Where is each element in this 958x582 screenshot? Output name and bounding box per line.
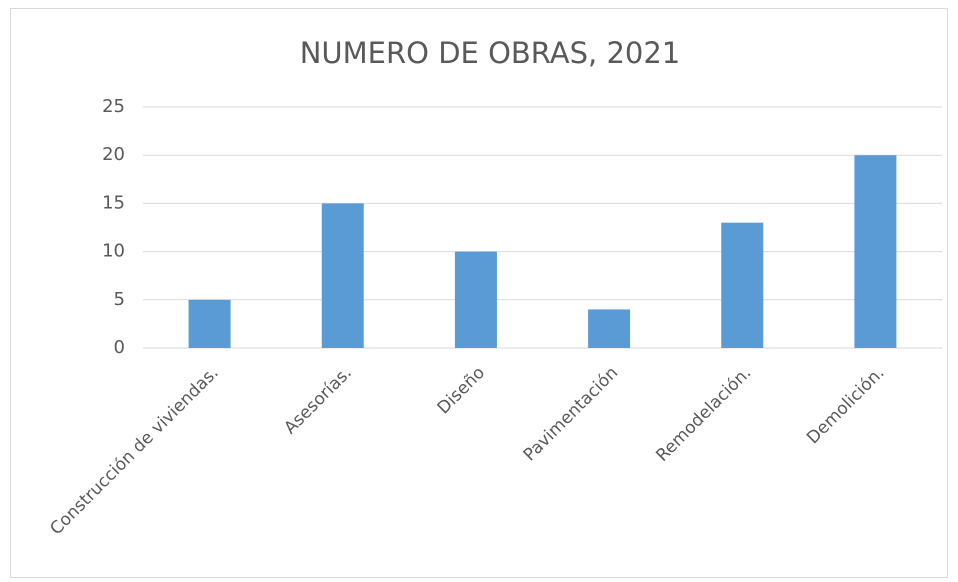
y-tick-label: 15 [102,192,125,213]
y-tick-label: 0 [114,337,125,358]
bar [321,203,364,348]
y-tick-label: 25 [102,96,125,117]
chart-title: NUMERO DE OBRAS, 2021 [300,36,681,70]
bar [454,251,497,348]
bar [588,309,631,348]
bar [188,299,231,348]
y-tick-label: 10 [102,241,125,262]
bar [854,155,897,348]
y-tick-label: 20 [102,144,125,165]
y-tick-label: 5 [114,289,125,310]
bar [721,222,764,348]
